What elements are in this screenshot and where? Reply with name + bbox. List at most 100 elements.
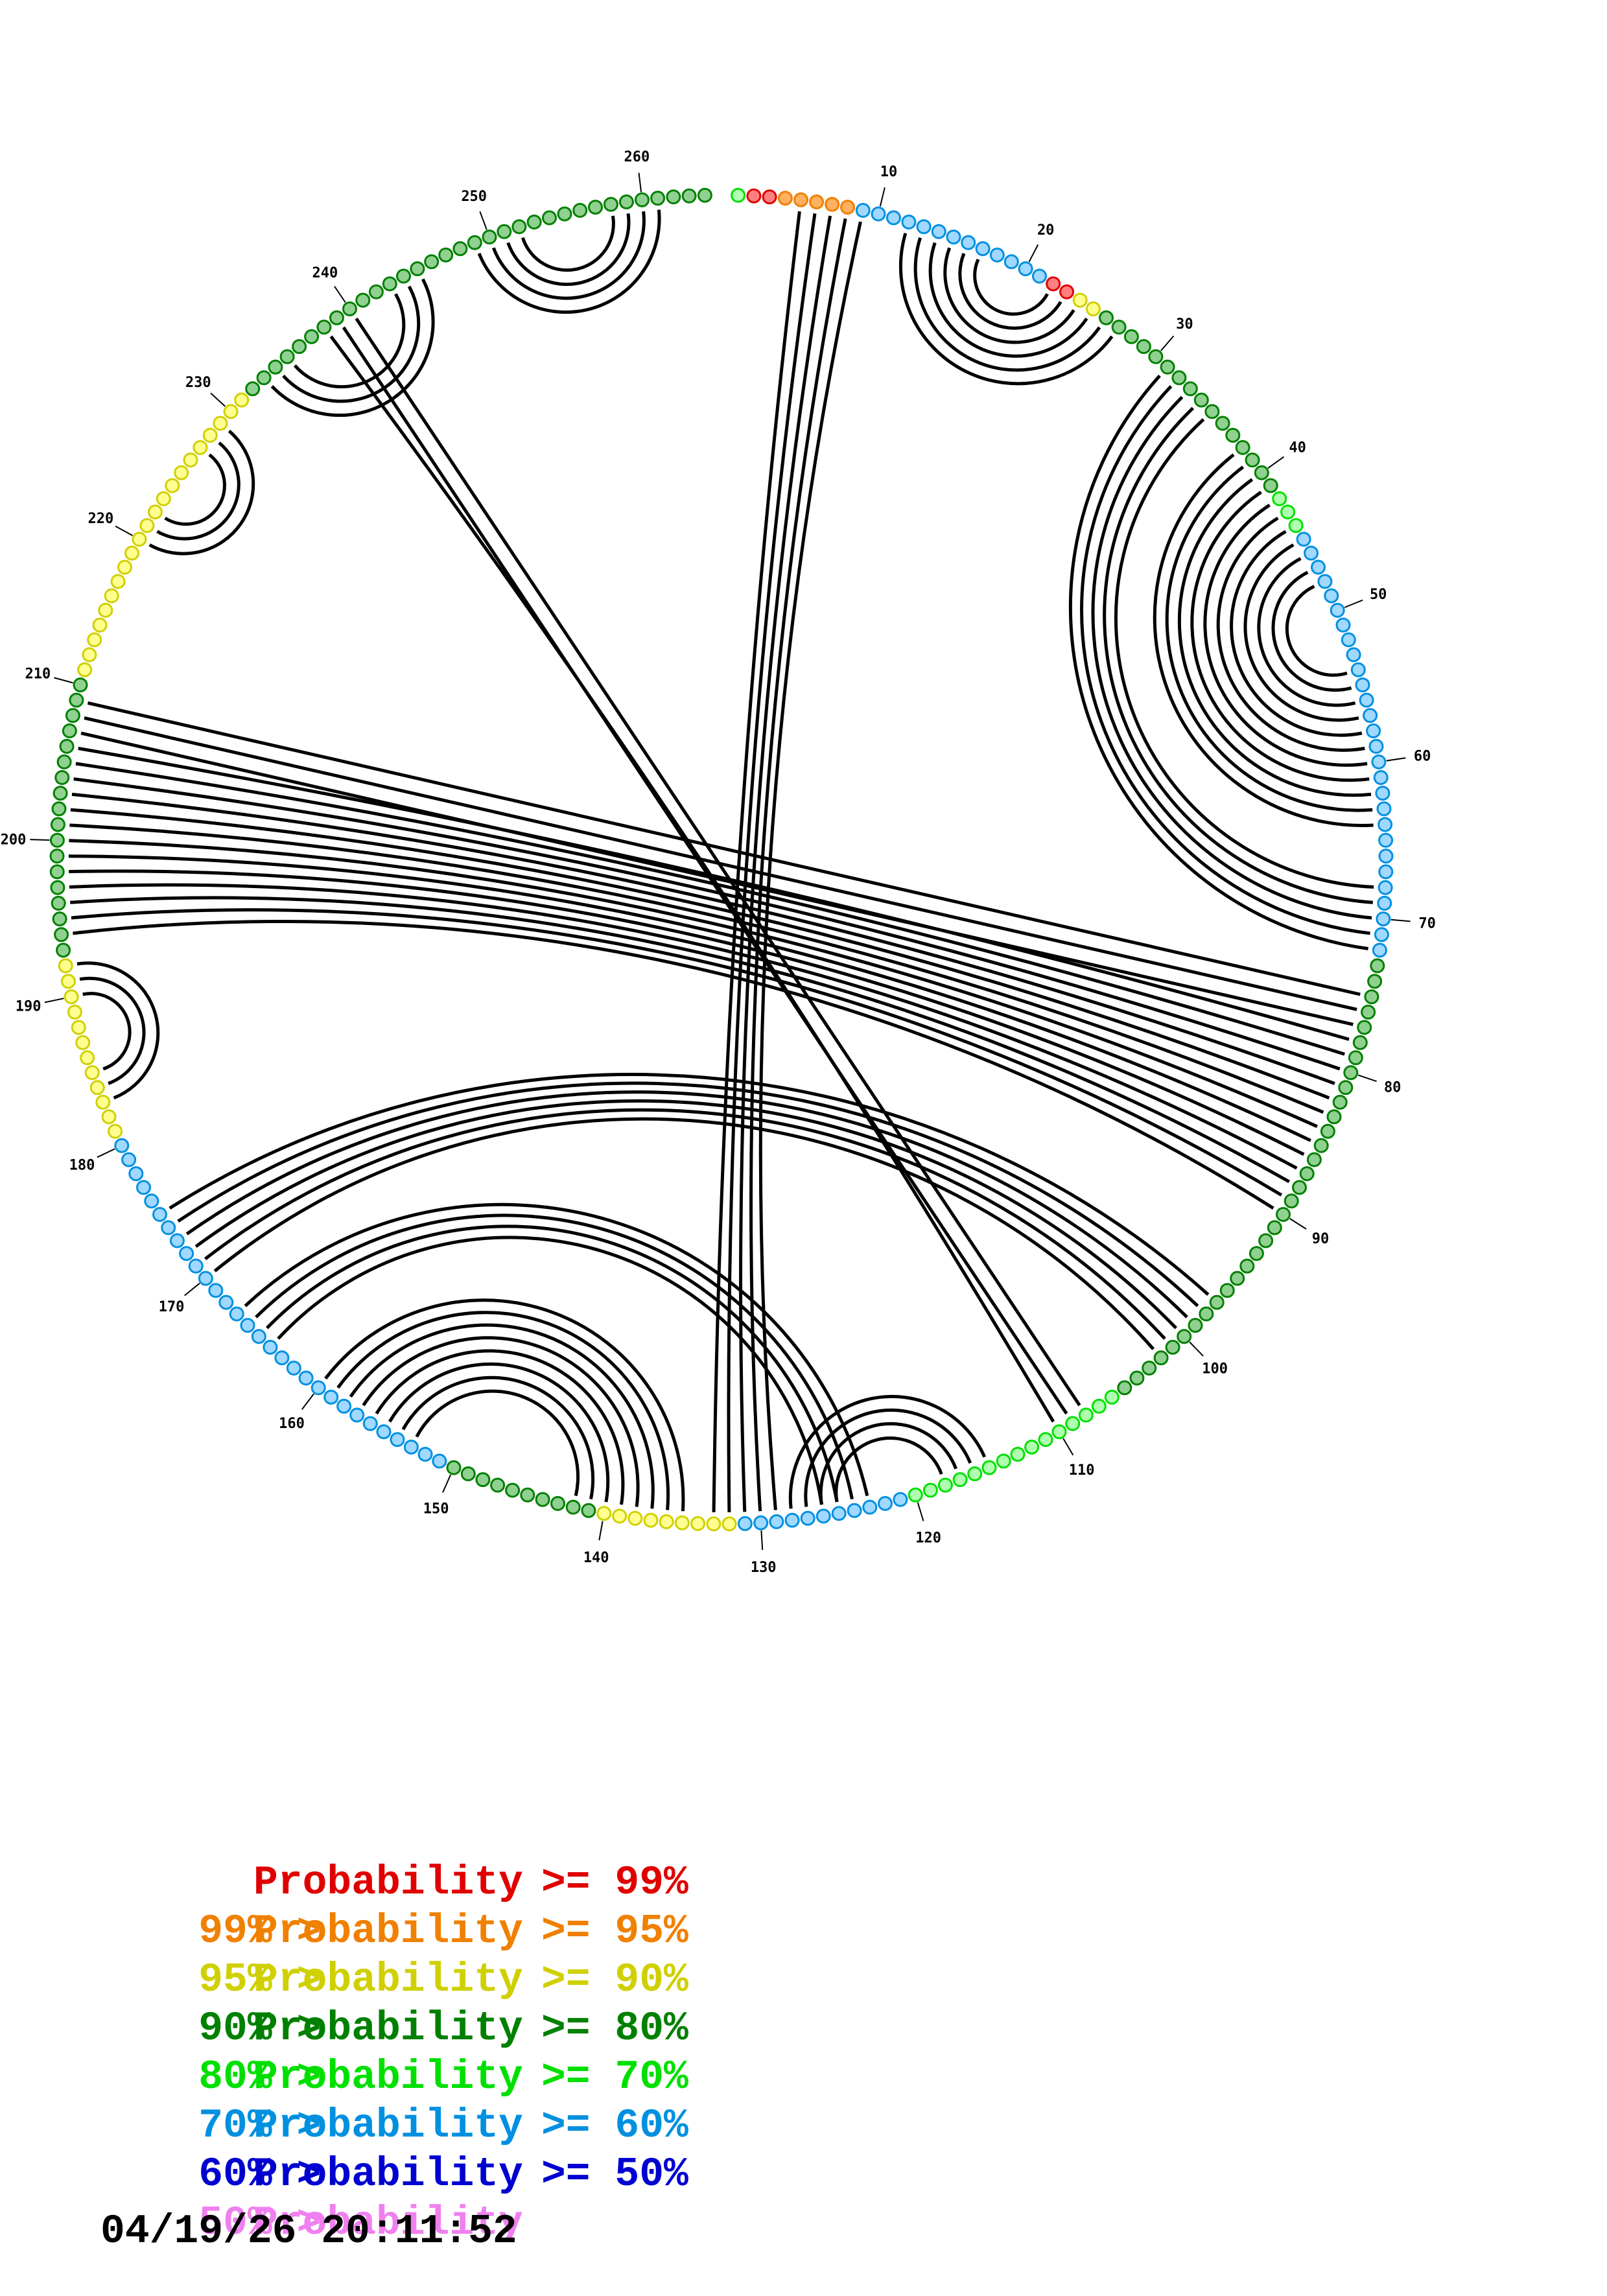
nucleotide-marker <box>376 1424 392 1440</box>
nucleotide-marker <box>342 301 357 316</box>
nucleotide-marker <box>396 268 411 284</box>
base-pair-arc <box>336 1311 670 1510</box>
nucleotide-marker <box>49 832 65 848</box>
base-pair-arc <box>1285 585 1348 677</box>
nucleotide-marker <box>1372 943 1387 958</box>
nucleotide-marker <box>279 349 295 364</box>
nucleotide-marker <box>71 1020 86 1035</box>
base-pair-arc <box>375 1349 625 1505</box>
nucleotide-marker <box>67 1004 82 1020</box>
tick-label: 150 <box>423 1501 449 1517</box>
nucleotide-marker <box>1284 1193 1299 1209</box>
nucleotide-marker <box>1292 1180 1307 1195</box>
nucleotide-marker <box>1343 1065 1359 1081</box>
nucleotide-marker <box>961 235 976 250</box>
nucleotide-marker <box>520 1487 535 1503</box>
nucleotide-marker <box>53 786 68 801</box>
nucleotide-marker <box>847 1503 862 1518</box>
nucleotide-ring <box>49 187 1394 1532</box>
tick-line <box>1267 456 1285 469</box>
nucleotide-marker <box>793 192 808 207</box>
tick-line <box>1390 919 1411 922</box>
nucleotide-marker <box>1370 958 1385 974</box>
nucleotide-marker <box>1317 574 1333 589</box>
nucleotide-marker <box>1136 339 1151 355</box>
nucleotide-marker <box>1219 1283 1235 1298</box>
base-pair-arc <box>388 1362 610 1503</box>
nucleotide-marker <box>49 864 65 880</box>
nucleotide-marker <box>355 292 371 308</box>
nucleotide-marker <box>542 210 557 226</box>
tick-label: 60 <box>1414 748 1431 764</box>
base-pair-arc <box>1114 418 1374 889</box>
nucleotide-marker <box>931 224 946 239</box>
nucleotide-marker <box>996 1453 1011 1469</box>
base-pair-arc <box>71 792 1335 1085</box>
base-pair-arc <box>71 908 1283 1197</box>
nucleotide-marker <box>229 1306 244 1322</box>
base-pair-arc <box>69 839 1318 1129</box>
nucleotide-marker <box>893 1492 908 1507</box>
base-pair-arc <box>349 1323 655 1509</box>
nucleotide-marker <box>161 1220 176 1236</box>
base-pair-arc <box>80 731 1354 1026</box>
nucleotide-marker <box>62 723 77 738</box>
nucleotide-marker <box>1378 864 1394 880</box>
nucleotide-marker <box>1010 1447 1026 1462</box>
nucleotide-marker <box>1364 989 1379 1005</box>
nucleotide-marker <box>550 1495 565 1511</box>
nucleotide-marker <box>1209 1294 1225 1310</box>
base-pair-arc <box>928 242 1088 358</box>
tick-label: 260 <box>624 149 650 165</box>
base-pair-arc <box>293 293 406 389</box>
nucleotide-marker <box>438 247 454 263</box>
nucleotide-marker <box>1123 329 1139 344</box>
base-pair-arc <box>1190 491 1370 782</box>
nucleotide-marker <box>92 617 108 633</box>
base-pair-arc <box>1257 557 1356 707</box>
nucleotide-marker <box>202 428 218 443</box>
nucleotide-marker <box>1182 381 1198 397</box>
nucleotide-marker <box>50 817 65 832</box>
nucleotide-marker <box>165 478 180 493</box>
nucleotide-marker <box>1367 974 1383 989</box>
nucleotide-marker <box>1117 1380 1132 1396</box>
tick-label: 230 <box>185 375 211 391</box>
base-pair-arc <box>87 701 1361 996</box>
tick-line <box>479 211 487 230</box>
nucleotide-marker <box>1065 1416 1081 1431</box>
nucleotide-marker <box>54 770 70 785</box>
nucleotide-marker <box>815 1508 831 1524</box>
base-pair-arc <box>739 215 832 1512</box>
nucleotide-marker <box>981 1460 997 1475</box>
base-pair-arc <box>69 823 1324 1114</box>
nucleotide-marker <box>721 1516 737 1532</box>
nucleotide-marker <box>809 194 825 209</box>
nucleotide-marker <box>1368 738 1384 754</box>
base-pair-arc <box>804 1408 972 1507</box>
nucleotide-marker <box>124 545 139 561</box>
nucleotide-marker <box>1086 301 1101 316</box>
nucleotide-marker <box>144 1193 159 1209</box>
nucleotide-marker <box>1091 1398 1107 1414</box>
nucleotide-marker <box>1267 1220 1282 1236</box>
position-ticks: 10 20 30 40 50 60 70 80 90 100 110 120 130 140 150 160 1… <box>1 149 1436 1576</box>
nucleotide-marker <box>1104 1389 1120 1405</box>
nucleotide-marker <box>1335 617 1351 633</box>
nucleotide-marker <box>1225 428 1241 443</box>
tick-label: 170 <box>159 1299 185 1315</box>
base-pair-arcs <box>68 209 1374 1512</box>
nucleotide-marker <box>975 241 991 257</box>
nucleotide-marker <box>156 491 171 506</box>
nucleotide-marker <box>108 1123 123 1139</box>
base-pair-arc <box>277 1236 823 1505</box>
nucleotide-marker <box>526 215 542 229</box>
nucleotide-marker <box>59 738 75 754</box>
nucleotide-marker <box>1171 370 1187 386</box>
nucleotide-marker <box>1230 1271 1245 1286</box>
nucleotide-marker <box>731 187 746 203</box>
nucleotide-marker <box>349 1407 365 1423</box>
nucleotide-marker <box>681 188 697 204</box>
base-pair-arc <box>1203 504 1368 767</box>
nucleotide-marker <box>84 1065 100 1081</box>
